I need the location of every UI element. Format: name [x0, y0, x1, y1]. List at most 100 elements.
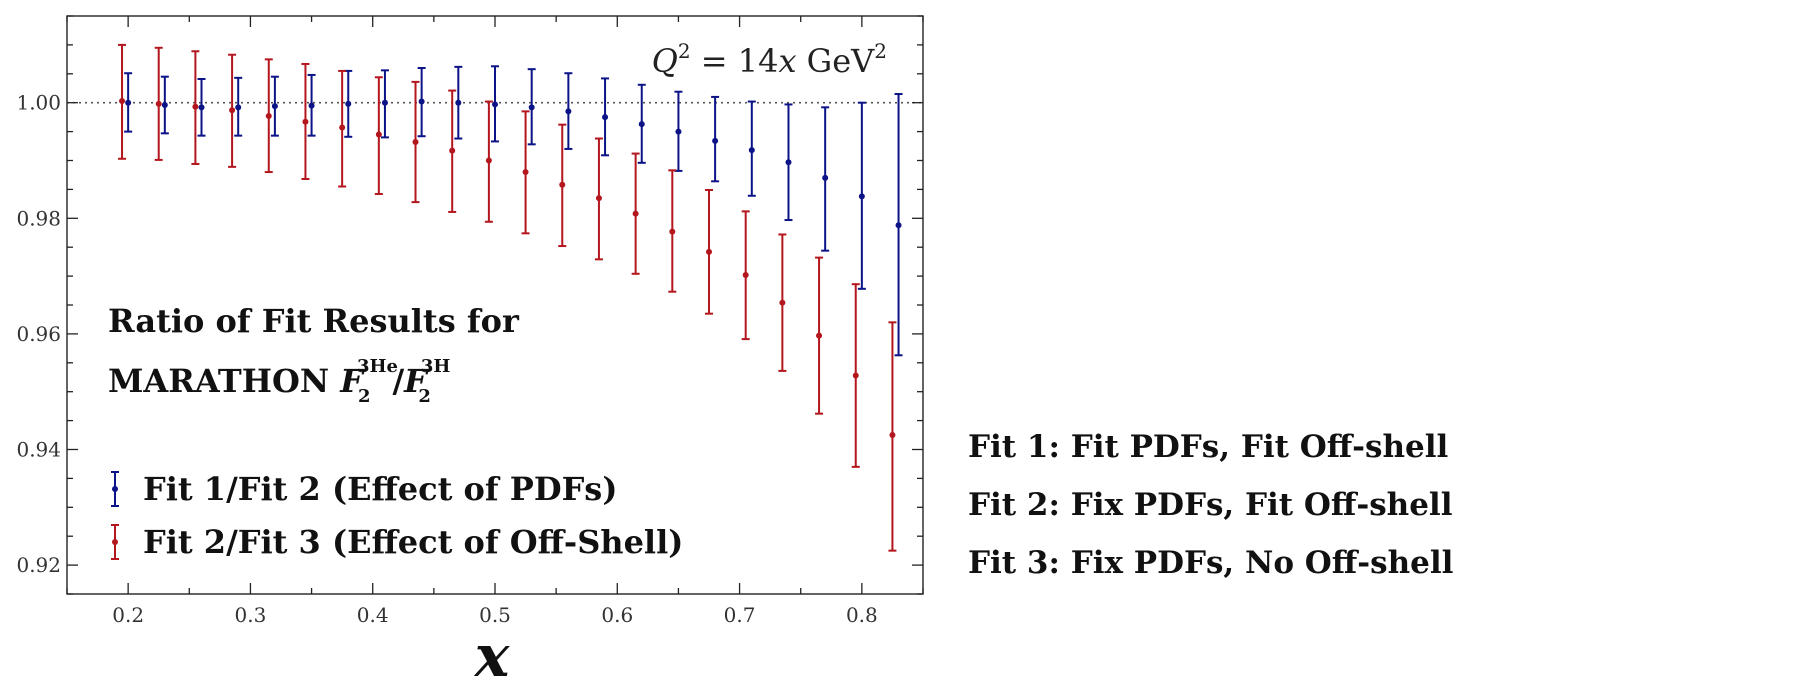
data-point	[564, 72, 573, 150]
data-point	[448, 89, 457, 213]
legend-label-series-1: Fit 1/Fit 2 (Effect of PDFs)	[143, 470, 617, 508]
point-marker	[308, 102, 315, 109]
data-point	[454, 65, 463, 140]
x-tick-label: 0.8	[846, 603, 878, 627]
point-marker	[339, 124, 346, 131]
data-point	[558, 123, 567, 248]
data-point	[234, 76, 243, 137]
point-marker	[345, 100, 352, 107]
data-point	[491, 65, 499, 143]
point-marker	[858, 193, 865, 200]
point-marker	[492, 101, 498, 108]
data-point	[747, 100, 756, 197]
chart-title-line-2: MARATHON F3He 2/F3H 2	[108, 356, 450, 407]
data-point	[637, 83, 646, 164]
point-marker	[895, 222, 902, 229]
x-axis-label: x	[473, 622, 511, 690]
point-marker	[119, 97, 126, 104]
point-marker	[785, 159, 792, 166]
point-marker	[192, 103, 199, 110]
point-marker	[375, 131, 382, 138]
fit-note-2: Fit 2: Fix PDFs, Fit Off-shell	[968, 487, 1453, 523]
data-point	[307, 73, 316, 137]
data-point	[160, 75, 169, 135]
point-marker	[271, 103, 278, 110]
fit-notes: Fit 1: Fit PDFs, Fit Off-shell Fit 2: Fi…	[968, 418, 1453, 592]
data-point	[821, 106, 830, 252]
x-tick-label: 0.7	[724, 603, 756, 627]
point-marker	[638, 121, 645, 128]
data-point	[815, 256, 824, 415]
legend: Fit 1/Fit 2 (Effect of PDFs) Fit 2/Fit 3…	[111, 470, 683, 561]
point-marker	[302, 118, 309, 125]
point-marker	[161, 102, 168, 109]
data-point	[380, 69, 389, 139]
data-point	[894, 93, 903, 357]
point-marker	[889, 432, 896, 439]
data-point	[778, 233, 787, 372]
point-marker	[485, 157, 492, 164]
point-marker	[852, 372, 859, 379]
data-point	[888, 321, 897, 552]
point-marker	[669, 228, 676, 235]
point-marker	[455, 99, 462, 106]
x-tick-label: 0.5	[479, 603, 511, 627]
point-marker	[418, 98, 425, 105]
y-tick-label: 0.98	[16, 206, 61, 230]
legend-marker-series-1	[111, 471, 119, 507]
chart-title-line-1: Ratio of Fit Results for	[108, 302, 520, 340]
point-marker	[198, 104, 205, 111]
point-marker	[449, 147, 456, 154]
y-tick-label: 0.94	[16, 438, 61, 462]
data-point	[197, 78, 206, 137]
data-point	[228, 53, 237, 168]
point-marker	[125, 99, 132, 106]
axis-ticks: 0.2 0.3 0.4 0.5 0.6 0.7 0.8 0.92 0.94 0.96 0.98 1.0…	[16, 15, 924, 627]
fit-note-1: Fit 1: Fit PDFs, Fit Off-shell	[968, 429, 1449, 465]
data-point	[521, 110, 530, 235]
y-tick-label: 1.00	[16, 91, 61, 115]
data-point	[264, 58, 273, 174]
data-point	[417, 67, 426, 138]
y-tick-label: 0.96	[16, 322, 61, 346]
point-marker	[155, 100, 162, 107]
data-point	[270, 75, 279, 137]
data-point	[674, 90, 683, 172]
y-tick-label: 0.92	[16, 553, 61, 577]
point-marker	[816, 332, 823, 339]
data-point	[527, 68, 536, 146]
point-marker	[779, 299, 786, 306]
data-point	[711, 95, 720, 183]
point-marker	[822, 174, 829, 181]
point-marker	[675, 128, 682, 135]
point-marker	[602, 114, 609, 121]
x-tick-label: 0.3	[235, 603, 267, 627]
point-marker	[522, 169, 529, 176]
point-marker	[742, 271, 749, 278]
data-point	[118, 43, 127, 160]
data-series	[118, 43, 903, 552]
data-point	[411, 80, 420, 204]
point-marker	[559, 181, 566, 188]
x-tick-label: 0.6	[601, 603, 633, 627]
point-marker	[265, 112, 272, 119]
data-point	[374, 76, 383, 196]
data-point	[784, 103, 793, 222]
data-point	[344, 69, 353, 138]
data-point	[741, 210, 750, 341]
data-point	[594, 137, 603, 261]
data-point	[631, 152, 640, 275]
series-1	[124, 65, 903, 357]
point-marker	[412, 139, 419, 146]
data-point	[668, 169, 677, 293]
data-point	[601, 77, 610, 157]
point-marker	[748, 147, 755, 154]
point-marker	[528, 104, 535, 111]
data-point	[301, 62, 310, 180]
point-marker	[235, 104, 242, 111]
point-marker	[595, 195, 602, 202]
point-marker	[381, 99, 388, 106]
x-tick-label: 0.4	[357, 603, 389, 627]
series-2	[118, 43, 897, 552]
